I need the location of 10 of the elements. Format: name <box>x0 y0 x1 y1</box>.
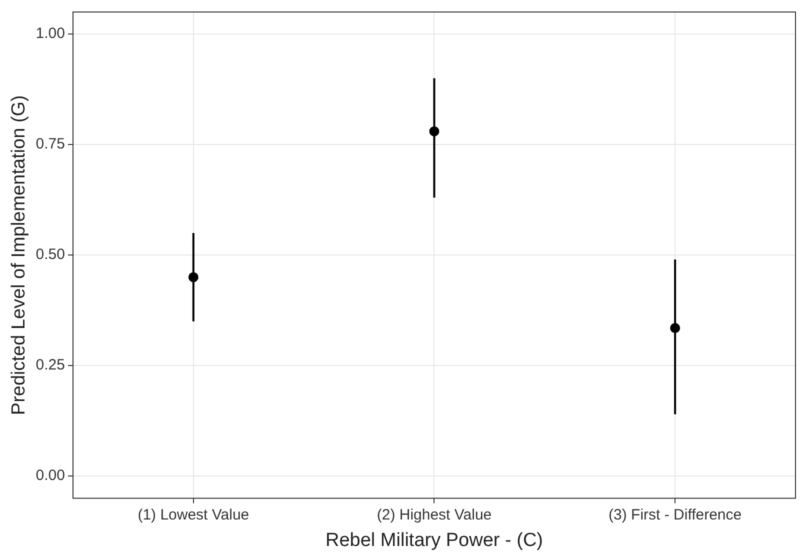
x-axis-title: Rebel Military Power - (C) <box>326 530 543 551</box>
y-tick-label: 0.50 <box>36 246 65 264</box>
x-tick-label: (2) Highest Value <box>376 506 492 524</box>
x-tick-label: (1) Lowest Value <box>138 506 250 524</box>
x-tick-label: (3) First - Difference <box>608 506 742 524</box>
y-axis-title: Predicted Level of Implementation (G) <box>8 95 30 416</box>
y-tick-label: 0.75 <box>36 136 65 153</box>
y-tick-label: 0.00 <box>36 467 65 484</box>
y-tick-label: 0.25 <box>36 356 65 374</box>
y-tick-label: 1.00 <box>36 25 65 42</box>
